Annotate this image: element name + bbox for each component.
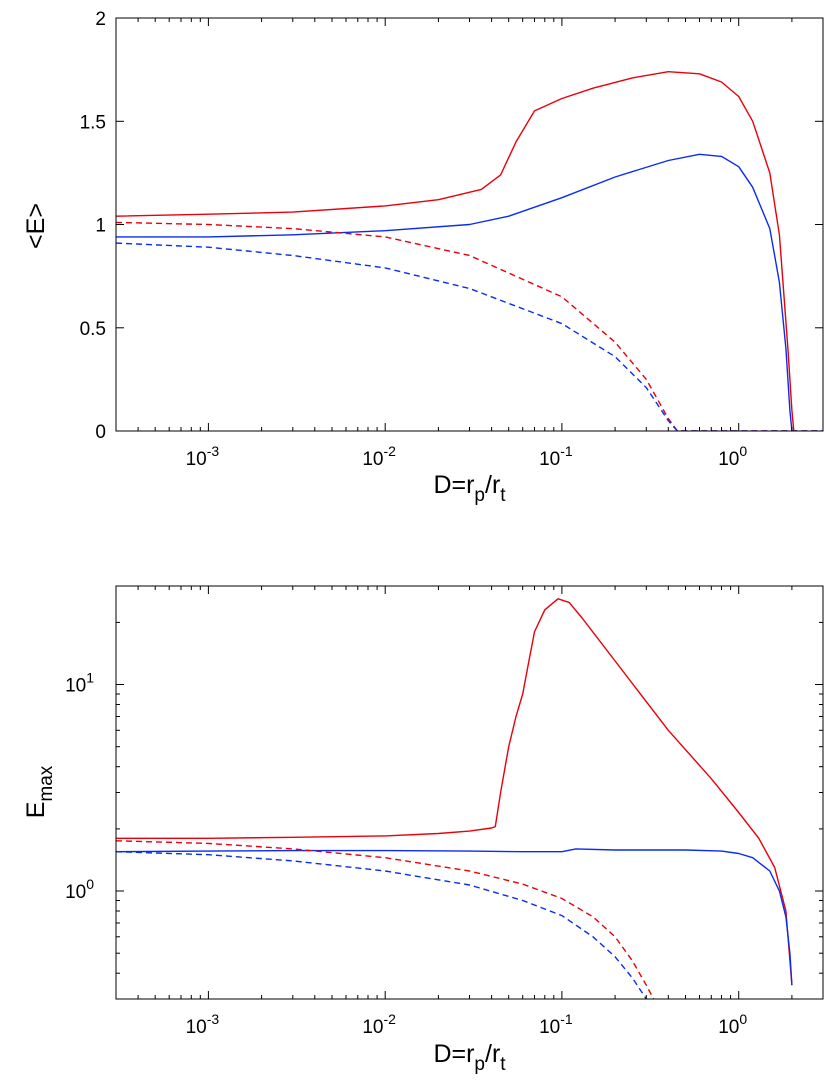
y-tick-label: 2 [95, 9, 106, 30]
y-tick-label: 0 [95, 422, 106, 443]
y-axis-label: <E> [22, 203, 50, 249]
y-tick-label: 1.5 [80, 112, 106, 133]
series-line-red-solid [116, 70, 795, 431]
y-axis-label: Emax [22, 765, 57, 818]
x-tick-label: 100 [718, 443, 747, 470]
series-line-blue-solid [116, 153, 793, 431]
panel-max-energy: 10-3 10-2 10-1 100 100 101 D=rp/rt Emax [22, 585, 824, 1075]
x-tick-label: 10-1 [539, 1011, 573, 1038]
series-line-blue-dashed [116, 851, 647, 999]
panel-mean-energy: 10-3 10-2 10-1 100 0 0.5 1 1.5 2 D=rp/rt <E> [22, 9, 824, 506]
x-tick-label: 10-3 [186, 443, 220, 470]
x-tick-label: 10-1 [539, 443, 573, 470]
y-tick-label: 0.5 [80, 319, 106, 340]
x-axis-label: D=rp/rt [433, 471, 506, 506]
x-tick-label: 100 [718, 1011, 747, 1038]
series-line-red-dashed [116, 221, 823, 431]
series-line-red-solid [116, 598, 793, 986]
axes-frame [115, 585, 824, 1000]
tick-marks [115, 17, 824, 432]
y-tick-label: 101 [65, 670, 94, 697]
series-group [116, 598, 793, 999]
series-line-blue-dashed [116, 242, 823, 431]
series-group [116, 70, 823, 431]
x-tick-label: 10-3 [186, 1011, 220, 1038]
tick-marks [115, 585, 824, 1000]
x-tick-label: 10-2 [362, 1011, 396, 1038]
y-tick-label: 1 [95, 216, 106, 237]
series-line-blue-solid [116, 848, 793, 986]
series-line-red-dashed [116, 840, 655, 999]
y-tick-label: 100 [65, 876, 94, 903]
x-tick-label: 10-2 [362, 443, 396, 470]
x-axis-label: D=rp/rt [433, 1040, 506, 1075]
